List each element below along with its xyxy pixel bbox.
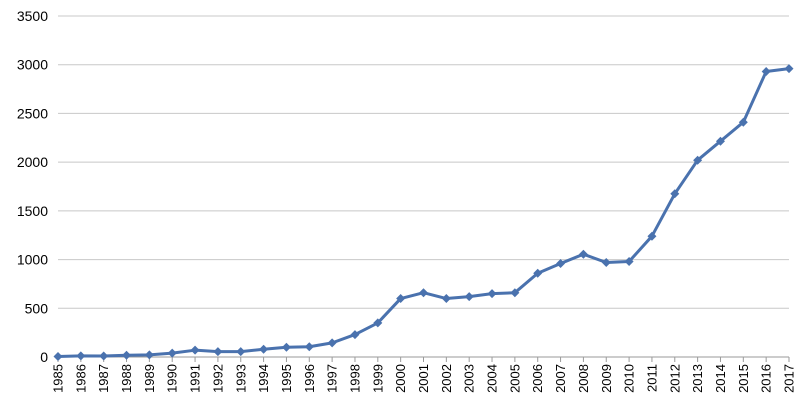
data-point-2002: [441, 294, 451, 304]
x-tick-label: 2003: [462, 364, 477, 393]
x-tick-label: 2015: [736, 364, 751, 393]
data-point-2010: [624, 257, 634, 267]
series-markers: [53, 64, 794, 362]
x-tick-label: 1987: [96, 364, 111, 393]
data-point-1987: [99, 351, 109, 361]
y-tick-label: 1000: [17, 252, 48, 268]
y-tick-label: 2500: [17, 105, 48, 121]
x-tick-label: 1989: [142, 364, 157, 393]
data-point-1988: [122, 350, 132, 360]
data-point-2007: [556, 258, 566, 268]
data-point-2017: [784, 64, 794, 74]
x-tick-label: 1985: [51, 364, 66, 393]
data-point-2012: [670, 189, 680, 199]
data-point-2013: [693, 155, 703, 165]
data-point-2005: [510, 288, 520, 298]
x-tick-label: 1990: [165, 364, 180, 393]
data-point-2003: [464, 292, 474, 302]
y-tick-label: 500: [25, 300, 49, 316]
x-tick-label: 2000: [393, 364, 408, 393]
data-point-1996: [304, 342, 314, 352]
x-tick-label: 1997: [325, 364, 340, 393]
x-tick-label: 1995: [279, 364, 294, 393]
x-axis-ticks: 1985 1986 1987 1988 1989 1990 1991 1992 1993 1994…: [51, 364, 797, 393]
y-tick-label: 0: [40, 349, 48, 365]
data-point-2004: [487, 289, 497, 299]
x-tick-label: 2005: [507, 364, 522, 393]
data-point-1992: [213, 347, 223, 357]
data-point-1995: [281, 342, 291, 352]
x-tick-label: 2012: [667, 364, 682, 393]
data-point-2006: [533, 268, 543, 278]
grid-lines: [58, 15, 789, 309]
data-point-1991: [190, 345, 200, 355]
data-point-2016: [761, 67, 771, 77]
x-tick-label: 1998: [347, 364, 362, 393]
x-axis: [57, 356, 790, 362]
data-point-2015: [738, 117, 748, 127]
x-tick-label: 1999: [370, 364, 385, 393]
data-point-1994: [259, 344, 269, 354]
data-point-1999: [373, 318, 383, 328]
x-tick-label: 2013: [690, 364, 705, 393]
data-point-1989: [144, 350, 154, 360]
series-line-path: [56, 67, 791, 359]
data-point-1990: [167, 348, 177, 358]
x-tick-label: 1992: [210, 364, 225, 393]
x-tick-label: 1988: [119, 364, 134, 393]
x-tick-label: 1996: [302, 364, 317, 393]
data-point-2009: [601, 257, 611, 267]
x-tick-label: 1991: [188, 364, 203, 393]
x-tick-label: 2006: [530, 364, 545, 393]
x-tick-label: 2016: [759, 364, 774, 393]
data-point-1998: [350, 330, 360, 340]
x-tick-label: 1993: [233, 364, 248, 393]
data-point-2014: [715, 136, 725, 146]
data-point-2000: [396, 294, 406, 304]
x-tick-label: 2004: [485, 364, 500, 393]
data-point-1997: [327, 338, 337, 348]
x-tick-label: 2010: [622, 364, 637, 393]
x-tick-label: 2011: [644, 364, 659, 392]
x-tick-label: 2001: [416, 364, 431, 393]
x-tick-label: 2008: [576, 364, 591, 393]
y-tick-label: 3500: [17, 8, 48, 24]
x-tick-label: 2017: [782, 364, 797, 393]
data-point-2001: [419, 288, 428, 298]
y-tick-label: 1500: [17, 203, 48, 219]
x-tick-label: 2009: [599, 364, 614, 393]
x-tick-label: 1994: [256, 364, 271, 393]
x-tick-label: 2007: [553, 364, 568, 393]
x-tick-label: 1986: [73, 364, 88, 393]
x-tick-label: 2014: [713, 364, 728, 393]
y-axis-ticks: 0 500 1000 1500 2000 2500 3000 3500: [17, 8, 48, 365]
x-tick-label: 2002: [439, 364, 454, 393]
data-point-2011: [647, 231, 657, 241]
y-tick-label: 2000: [17, 154, 48, 170]
series-line: [56, 67, 791, 359]
data-point-1985: [53, 352, 63, 362]
y-tick-label: 3000: [17, 57, 48, 73]
data-point-1993: [236, 347, 246, 357]
data-point-1986: [76, 351, 86, 361]
data-point-2008: [578, 249, 588, 259]
